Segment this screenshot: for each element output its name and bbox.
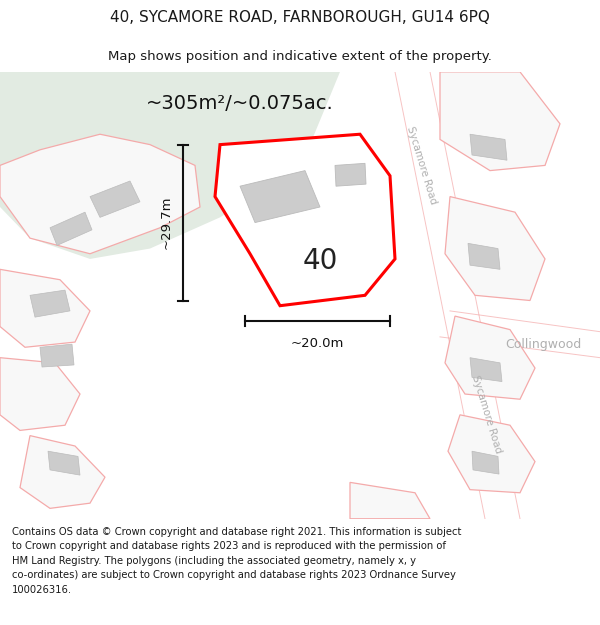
Polygon shape	[335, 163, 366, 186]
Polygon shape	[48, 451, 80, 475]
Text: Sycamore Road: Sycamore Road	[470, 374, 503, 455]
Polygon shape	[472, 451, 499, 474]
Polygon shape	[440, 72, 560, 171]
Polygon shape	[20, 436, 105, 508]
Text: Sycamore Road: Sycamore Road	[406, 125, 439, 206]
Text: ~20.0m: ~20.0m	[291, 337, 344, 350]
Text: ~29.7m: ~29.7m	[160, 196, 173, 249]
Polygon shape	[395, 72, 520, 519]
Polygon shape	[448, 415, 535, 492]
Polygon shape	[470, 357, 502, 382]
Polygon shape	[440, 311, 600, 358]
Text: Contains OS data © Crown copyright and database right 2021. This information is : Contains OS data © Crown copyright and d…	[12, 527, 461, 594]
Polygon shape	[0, 357, 80, 431]
Polygon shape	[0, 269, 90, 348]
Polygon shape	[0, 72, 340, 259]
Polygon shape	[470, 134, 507, 160]
Polygon shape	[30, 290, 70, 317]
Polygon shape	[215, 134, 395, 306]
Text: Collingwood: Collingwood	[505, 338, 581, 351]
Polygon shape	[445, 197, 545, 301]
Text: 40, SYCAMORE ROAD, FARNBOROUGH, GU14 6PQ: 40, SYCAMORE ROAD, FARNBOROUGH, GU14 6PQ	[110, 11, 490, 26]
Polygon shape	[240, 171, 320, 222]
Polygon shape	[468, 243, 500, 269]
Text: ~305m²/~0.075ac.: ~305m²/~0.075ac.	[146, 94, 334, 112]
Polygon shape	[445, 316, 535, 399]
Polygon shape	[40, 344, 74, 367]
Polygon shape	[350, 482, 430, 519]
Text: 40: 40	[302, 247, 338, 275]
Polygon shape	[50, 212, 92, 246]
Text: Map shows position and indicative extent of the property.: Map shows position and indicative extent…	[108, 49, 492, 62]
Polygon shape	[0, 134, 200, 254]
Polygon shape	[90, 181, 140, 218]
